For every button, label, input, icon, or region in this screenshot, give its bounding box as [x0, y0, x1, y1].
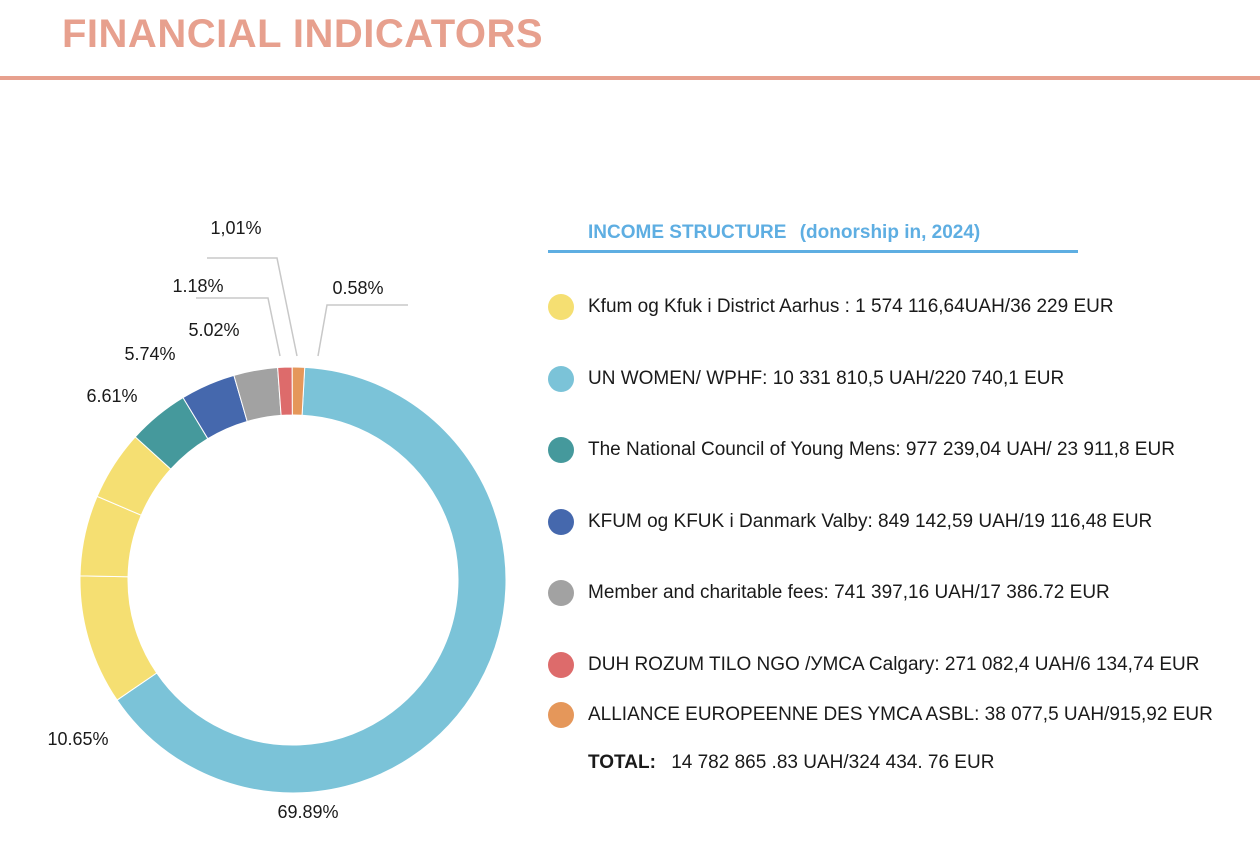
legend-item-label: The National Council of Young Mens: 977 … — [588, 439, 1175, 460]
legend-heading: INCOME STRUCTURE (donorship in, 2024) — [548, 222, 1078, 253]
legend-swatch-icon — [548, 580, 574, 606]
legend-swatch-icon — [548, 652, 574, 678]
legend-heading-title: INCOME STRUCTURE — [588, 222, 787, 243]
legend-swatch-icon — [548, 702, 574, 728]
leader-line — [207, 257, 298, 357]
legend-item-aarhus: Kfum og Kfuk i District Aarhus : 1 574 1… — [548, 294, 1114, 320]
legend-item-label: Kfum og Kfuk i District Aarhus : 1 574 1… — [588, 296, 1114, 317]
legend-item-label: ALLIANCE EUROPEENNE DES YMCA ASBL: 38 07… — [588, 704, 1213, 725]
donut-slice — [116, 366, 507, 794]
slice-percent-label: 69.89% — [277, 802, 338, 822]
slice-percent-label: 6.61% — [86, 386, 137, 406]
total-label: TOTAL: — [588, 752, 656, 773]
slice-percent-label: 5.02% — [188, 320, 239, 340]
title-rule — [0, 76, 1260, 80]
legend-swatch-icon — [548, 294, 574, 320]
legend-swatch-icon — [548, 509, 574, 535]
slice-percent-label: 5.74% — [124, 344, 175, 364]
slice-percent-label: 0.58% — [332, 278, 383, 298]
income-donut-chart: 69.89% 10.65% 6.61% 5.74% 5.02% 1.18% 1,01% 0.5… — [47, 218, 507, 822]
total-value: 14 782 865 .83 UAH/324 434. 76 EUR — [671, 752, 995, 773]
legend-item-alliance: ALLIANCE EUROPEENNE DES YMCA ASBL: 38 07… — [548, 702, 1213, 728]
legend-swatch-icon — [548, 437, 574, 463]
leader-line — [196, 297, 281, 357]
total-row: TOTAL: 14 782 865 .83 UAH/324 434. 76 EU… — [588, 752, 994, 774]
slice-percent-label: 1,01% — [210, 218, 261, 238]
legend-heading-subtitle: (donorship in, 2024) — [799, 222, 981, 243]
legend-item-label: UN WOMEN/ WPHF: 10 331 810,5 UAH/220 740… — [588, 368, 1065, 389]
legend-item-valby: KFUM og KFUK i Danmark Valby: 849 142,59… — [548, 509, 1152, 535]
legend-item-duh-rozum: DUH ROZUM TILO NGO /УMCA Calgary: 271 08… — [548, 652, 1199, 678]
slice-percent-label: 10.65% — [47, 729, 108, 749]
legend-item-label: KFUM og KFUK i Danmark Valby: 849 142,59… — [588, 511, 1153, 532]
leader-line — [317, 304, 408, 357]
donut-slice — [291, 366, 306, 416]
legend-panel: INCOME STRUCTURE (donorship in, 2024) Kf… — [548, 222, 1248, 773]
legend-item-national-council: The National Council of Young Mens: 977 … — [548, 437, 1175, 463]
legend-item-un-women: UN WOMEN/ WPHF: 10 331 810,5 UAH/220 740… — [548, 366, 1064, 392]
legend-swatch-icon — [548, 366, 574, 392]
legend-item-label: Member and charitable fees: 741 397,16 U… — [588, 582, 1110, 603]
legend-item-label: DUH ROZUM TILO NGO /УMCA Calgary: 271 08… — [588, 654, 1200, 675]
slice-percent-label: 1.18% — [172, 276, 223, 296]
page-title: FINANCIAL INDICATORS — [62, 12, 544, 56]
legend-item-member-fees: Member and charitable fees: 741 397,16 U… — [548, 580, 1110, 606]
donut-slice — [79, 575, 158, 701]
